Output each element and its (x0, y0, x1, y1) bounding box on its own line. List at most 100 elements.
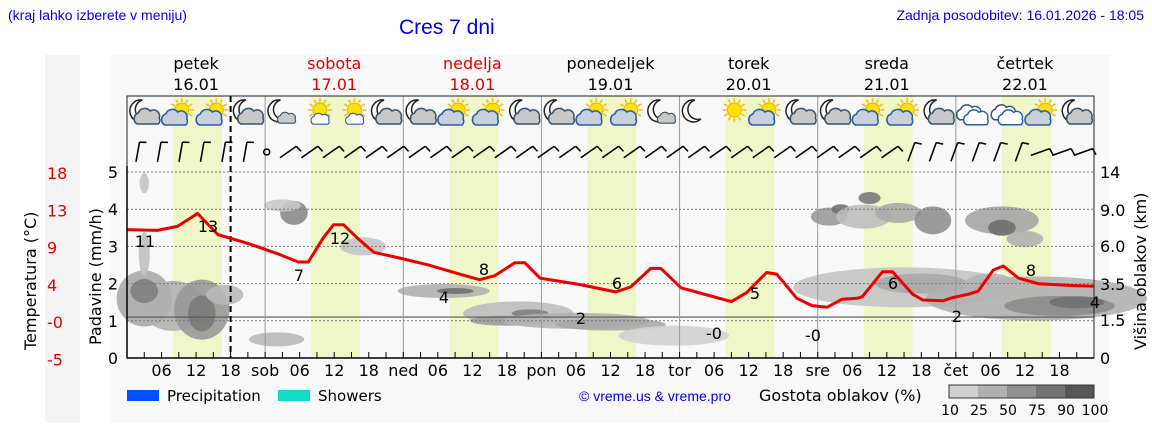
page-title: Cres 7 dni (399, 16, 495, 39)
precipitation-tick: 0 (108, 349, 118, 368)
day-date: 21.01 (864, 75, 910, 94)
temperature-value-label: 4 (1090, 293, 1100, 312)
wind-barb-icon (730, 145, 753, 159)
moon-cloud-icon (543, 99, 576, 125)
cloud-density-swatch (1065, 385, 1094, 398)
wind-barb-icon (881, 145, 904, 159)
day-name: nedelja (443, 54, 502, 73)
precipitation-axis-title: Padavine (mm/h) (86, 208, 105, 345)
wind-barb-icon (156, 141, 168, 162)
temperature-value-label: 12 (330, 229, 350, 248)
precipitation-tick: 3 (108, 237, 118, 256)
temperature-tick: 4 (47, 276, 57, 295)
sun-cloud-icon (437, 98, 471, 126)
precipitation-tick: 1 (108, 312, 118, 331)
hour-tick-label: 06 (842, 361, 862, 380)
day-date: 16.01 (173, 75, 219, 94)
hour-tick-label: 18 (1049, 361, 1069, 380)
cloud-density-blob (138, 231, 150, 276)
wind-barb-icon (971, 141, 987, 162)
wind-barb-icon (365, 145, 388, 159)
wind-barb-icon (950, 141, 965, 162)
wind-barb-icon (279, 145, 302, 159)
moon-icon (681, 99, 702, 123)
hour-tick-label: 12 (186, 361, 206, 380)
hour-tick-label: 06 (151, 361, 171, 380)
hour-tick-label: 12 (877, 361, 897, 380)
wind-barb-icon (537, 145, 560, 159)
sun-cloud-icon (886, 98, 920, 126)
cloud-density-blob (962, 273, 1019, 302)
sun-cloud-icon (609, 98, 643, 126)
cloud-density-blob (988, 219, 1016, 236)
sun-cloud-icon (851, 98, 885, 126)
cloud-density-blob (188, 295, 216, 332)
wind-barb-icon (451, 145, 474, 159)
cloud-density-blob (858, 192, 881, 205)
precipitation-tick: 4 (108, 200, 118, 219)
sun-cloud-icon (1024, 98, 1058, 126)
copyright-link[interactable]: © vreme.us & vreme.pro (579, 388, 731, 404)
day-name: sobota (307, 54, 361, 73)
cloud-density-blob (555, 318, 666, 331)
day-name: petek (173, 54, 219, 73)
wind-barb-icon (687, 145, 711, 159)
temperature-axis-title: Temperatura (°C) (21, 212, 40, 351)
day-headers: petek 16.01 sobota 17.01 nedelja 18.01 ponedel… (173, 54, 1054, 94)
wind-barb-icon (580, 145, 603, 159)
wind-barb-icon (644, 145, 668, 159)
cloud-height-axis-title: Višina oblakov (km) (1131, 193, 1150, 350)
day-name: sreda (865, 54, 909, 73)
hour-tick-label: 18 (497, 361, 517, 380)
hour-tick-label: 18 (635, 361, 655, 380)
day-date: 20.01 (726, 75, 772, 94)
cloud-density-tick: 75 (1028, 403, 1046, 419)
day-date: 19.01 (588, 75, 634, 94)
wind-barb-icon (558, 145, 582, 159)
cloud-density-tick: 100 (1082, 403, 1109, 419)
temperature-tick: 9 (47, 239, 57, 258)
moon-cloud-icon (370, 99, 403, 125)
day-tick-label: sre (806, 361, 830, 380)
cloud-density-swatch (1007, 385, 1036, 398)
temp-axis-panel (45, 55, 80, 423)
hour-tick-label: 18 (773, 361, 793, 380)
wind-barb-icon (1030, 147, 1054, 157)
wind-barb-icon (221, 141, 233, 162)
wind-barb-icon (262, 148, 271, 156)
wind-barbs-row (135, 141, 1097, 162)
cloud-density-blob (139, 173, 149, 194)
temperature-tick: 18 (47, 164, 67, 183)
cloud-height-tick: 3.5 (1100, 275, 1125, 294)
cloud-density-blob (875, 202, 922, 223)
sun-cloud-icon (575, 98, 609, 126)
moon-cloud-icon (508, 99, 541, 125)
day-tick-label: čet (943, 361, 968, 380)
temperature-value-label: 6 (612, 274, 622, 293)
hour-tick-label: 06 (980, 361, 1000, 380)
hour-tick-label: 06 (566, 361, 586, 380)
showers-swatch (278, 390, 310, 401)
temperature-value-label: 2 (576, 309, 586, 328)
wind-barb-icon (928, 141, 944, 162)
cloud-density-swatch (978, 385, 1007, 398)
wind-barb-icon (816, 145, 839, 159)
wind-barb-icon (993, 141, 1008, 162)
temperature-value-label: 4 (439, 288, 449, 307)
wind-barb-icon (515, 145, 539, 159)
moon-cloud-icon (267, 99, 297, 124)
temperature-tick: -5 (47, 351, 63, 370)
hour-tick-label: 06 (289, 361, 309, 380)
sun-cloud-icon (342, 98, 367, 125)
wind-barb-icon (429, 145, 453, 159)
day-tick-label: pon (526, 361, 556, 380)
wind-barb-icon (601, 145, 625, 159)
cloud-density-blob (1006, 230, 1044, 247)
daytime-band (725, 96, 775, 358)
hour-tick-label: 12 (1015, 361, 1035, 380)
showers-legend-label: Showers (318, 387, 382, 405)
daytime-band (311, 96, 361, 358)
wind-barb-icon (408, 145, 431, 159)
cloud-density-blob (263, 199, 301, 212)
